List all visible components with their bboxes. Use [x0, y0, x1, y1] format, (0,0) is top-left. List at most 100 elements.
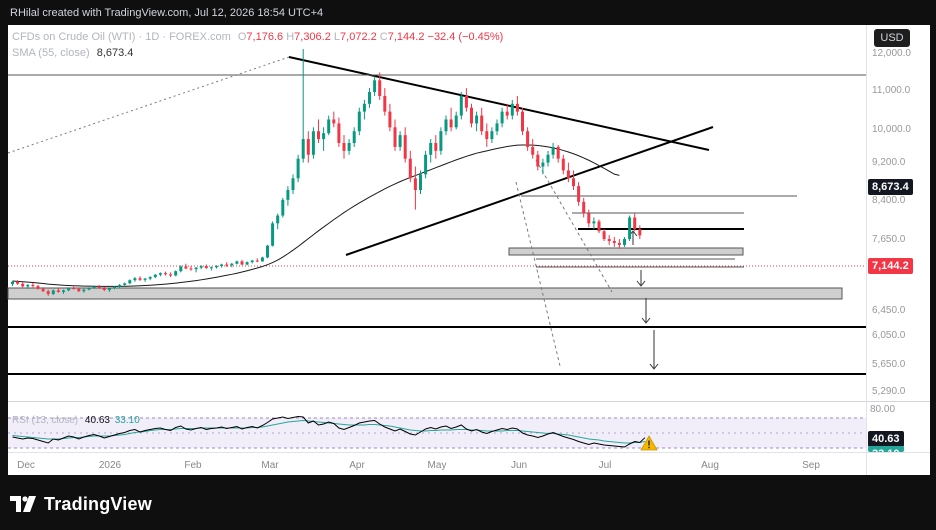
candle-body[interactable]: [102, 288, 106, 290]
candle-body[interactable]: [551, 146, 555, 155]
candle-body[interactable]: [485, 131, 489, 140]
candle-body[interactable]: [633, 217, 637, 230]
candle-body[interactable]: [352, 131, 356, 143]
candle-body[interactable]: [296, 158, 300, 179]
candle-body[interactable]: [189, 268, 193, 270]
candle-body[interactable]: [56, 290, 60, 292]
candle-body[interactable]: [92, 286, 96, 289]
candle-body[interactable]: [204, 266, 208, 269]
candle-body[interactable]: [266, 245, 269, 258]
candle-body[interactable]: [26, 284, 30, 287]
sma-legend[interactable]: SMA (55, close) 8,673.4: [12, 47, 133, 59]
candle-body[interactable]: [572, 178, 575, 187]
analysis-drawings[interactable]: [7, 56, 866, 375]
candle-body[interactable]: [408, 158, 412, 179]
candle-body[interactable]: [475, 115, 479, 124]
candle-body[interactable]: [148, 277, 152, 279]
candle-body[interactable]: [566, 170, 570, 179]
candle-body[interactable]: [429, 143, 433, 155]
candle-body[interactable]: [133, 278, 137, 281]
candle-body[interactable]: [240, 261, 244, 265]
candle-body[interactable]: [123, 283, 127, 285]
rsi-legend[interactable]: RSI (13, close) 40.63 33.10: [12, 415, 140, 426]
supply-zone[interactable]: [508, 247, 744, 256]
candle-body[interactable]: [536, 154, 540, 167]
candle-body[interactable]: [577, 186, 581, 202]
candle-body[interactable]: [454, 115, 458, 128]
candle-body[interactable]: [276, 215, 280, 224]
candle-body[interactable]: [235, 261, 239, 264]
candle-body[interactable]: [515, 103, 519, 112]
candle-body[interactable]: [327, 119, 331, 134]
candle-body[interactable]: [41, 288, 45, 292]
candle-body[interactable]: [271, 223, 275, 246]
candle-body[interactable]: [51, 290, 55, 294]
tradingview-logo[interactable]: TradingView: [10, 490, 152, 518]
candle-body[interactable]: [623, 239, 626, 245]
candle-body[interactable]: [46, 291, 50, 294]
candle-body[interactable]: [169, 274, 173, 276]
candle-body[interactable]: [500, 111, 504, 124]
candle-body[interactable]: [403, 135, 407, 159]
candle-body[interactable]: [322, 133, 326, 140]
candle-body[interactable]: [174, 271, 178, 276]
candle-body[interactable]: [77, 288, 81, 292]
arrow-down-icon[interactable]: [649, 330, 659, 370]
candle-body[interactable]: [225, 264, 229, 266]
candle-body[interactable]: [143, 278, 147, 280]
candle-body[interactable]: [531, 146, 535, 155]
candle-body[interactable]: [342, 143, 346, 151]
candle-body[interactable]: [215, 266, 218, 268]
candle-body[interactable]: [36, 286, 40, 289]
candle-body[interactable]: [490, 131, 494, 140]
candle-body[interactable]: [306, 139, 310, 155]
candle-body[interactable]: [158, 273, 162, 275]
candle-body[interactable]: [347, 143, 351, 151]
candle-body[interactable]: [179, 266, 183, 272]
candle-body[interactable]: [393, 127, 397, 147]
sma-55-line[interactable]: [12, 144, 620, 287]
candle-body[interactable]: [21, 283, 25, 287]
rsi-signal-line[interactable]: [12, 419, 646, 444]
candle-body[interactable]: [113, 286, 116, 289]
candle-body[interactable]: [413, 178, 417, 191]
candle-body[interactable]: [317, 131, 320, 140]
candle-body[interactable]: [164, 273, 167, 275]
candle-body[interactable]: [286, 190, 290, 200]
candle-body[interactable]: [378, 80, 382, 96]
candle-body[interactable]: [301, 139, 305, 159]
candle-body[interactable]: [561, 158, 565, 171]
candle-body[interactable]: [459, 95, 463, 116]
arrow-down-icon[interactable]: [641, 298, 651, 324]
channel-dashed-line[interactable]: [515, 181, 561, 367]
candle-body[interactable]: [184, 266, 188, 269]
candle-body[interactable]: [220, 264, 224, 267]
candle-body[interactable]: [526, 131, 530, 147]
candle-body[interactable]: [521, 111, 524, 132]
candle-body[interactable]: [16, 281, 20, 284]
candle-body[interactable]: [612, 241, 616, 243]
candle-body[interactable]: [541, 162, 545, 167]
candle-body[interactable]: [368, 92, 371, 104]
demand-zone[interactable]: [7, 287, 843, 300]
symbol-legend[interactable]: CFDs on Crude Oil (WTI) · 1D · FOREX.com…: [12, 31, 503, 43]
candle-body[interactable]: [470, 107, 473, 124]
candle-body[interactable]: [230, 263, 234, 266]
candle-body[interactable]: [495, 123, 499, 132]
candle-body[interactable]: [337, 123, 341, 143]
candle-body[interactable]: [357, 111, 361, 132]
decline-dashed-line[interactable]: [535, 159, 613, 293]
candle-body[interactable]: [607, 239, 611, 241]
candle-body[interactable]: [31, 284, 35, 287]
candle-body[interactable]: [153, 274, 157, 278]
candle-body[interactable]: [556, 146, 560, 159]
candle-body[interactable]: [362, 103, 366, 112]
triangle-lower-trendline[interactable]: [345, 126, 714, 256]
candle-body[interactable]: [434, 143, 438, 151]
candle-body[interactable]: [439, 131, 443, 151]
candle-body[interactable]: [388, 111, 392, 128]
candle-body[interactable]: [546, 154, 550, 163]
candle-body[interactable]: [11, 281, 14, 285]
candle-body[interactable]: [383, 95, 387, 112]
